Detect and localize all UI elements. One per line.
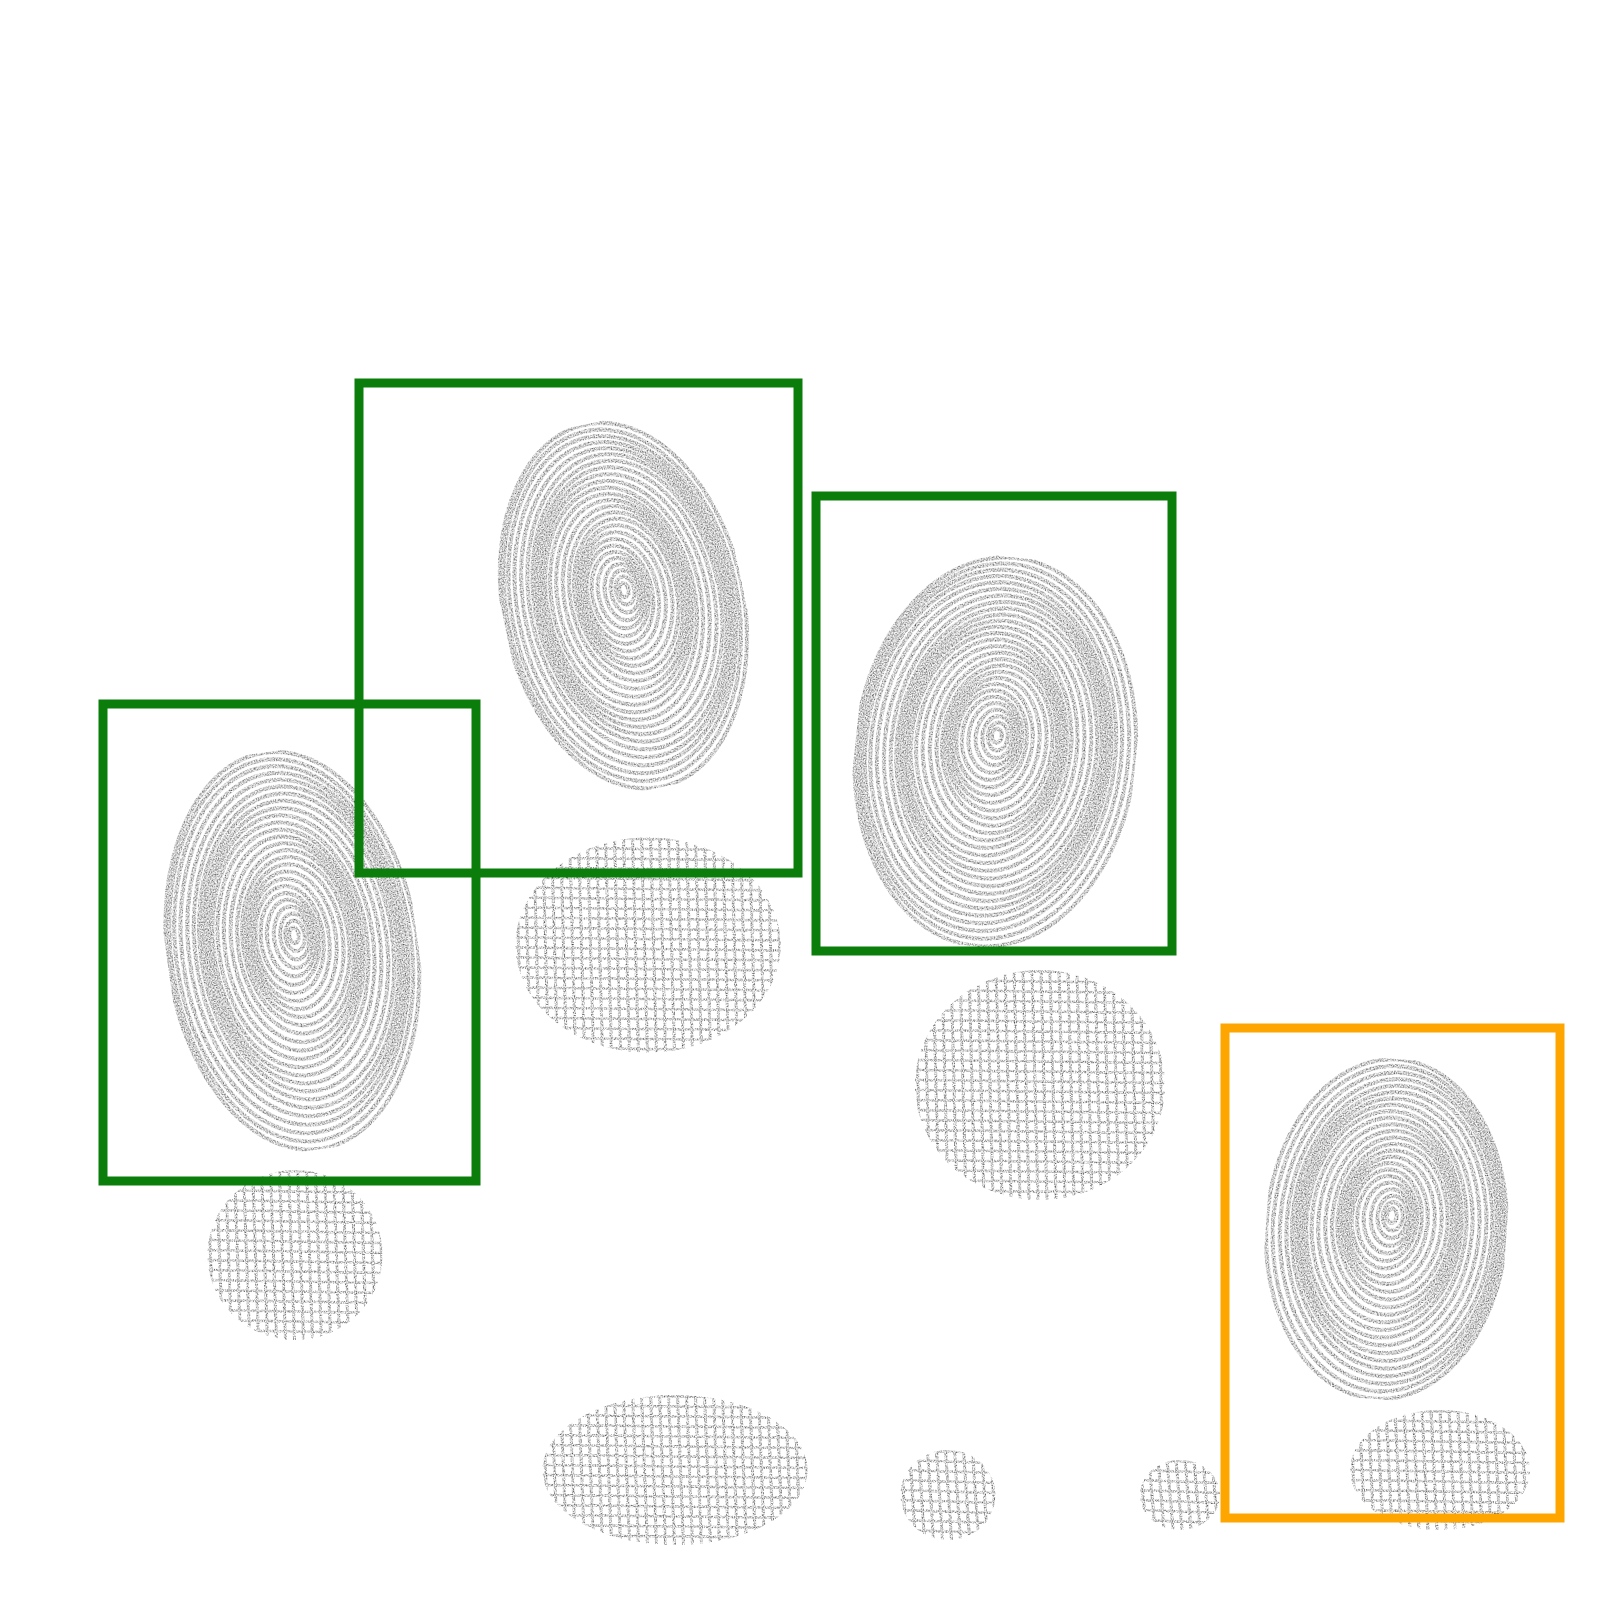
fingerprint-left [163, 749, 422, 1152]
phalanx-flagged [1350, 1410, 1530, 1530]
palm-segment-bottom-b [900, 1450, 996, 1540]
fingerprint-impressions [163, 420, 1530, 1545]
palm-segment-bottom-a [542, 1395, 808, 1545]
palm-segment-bottom-c [1140, 1460, 1220, 1530]
fingerprint-flagged [1264, 1057, 1509, 1401]
fingerprint-index [497, 420, 749, 791]
detection-box-index-finger[interactable] [354, 378, 803, 878]
phalanx-left [207, 1170, 383, 1340]
detection-box-flagged-finger[interactable] [1220, 1023, 1565, 1523]
detection-box-left-finger[interactable] [98, 699, 481, 1186]
phalanx-middle [915, 970, 1165, 1200]
fingerprint-middle [852, 555, 1138, 949]
detection-box-middle-finger[interactable] [811, 491, 1177, 956]
